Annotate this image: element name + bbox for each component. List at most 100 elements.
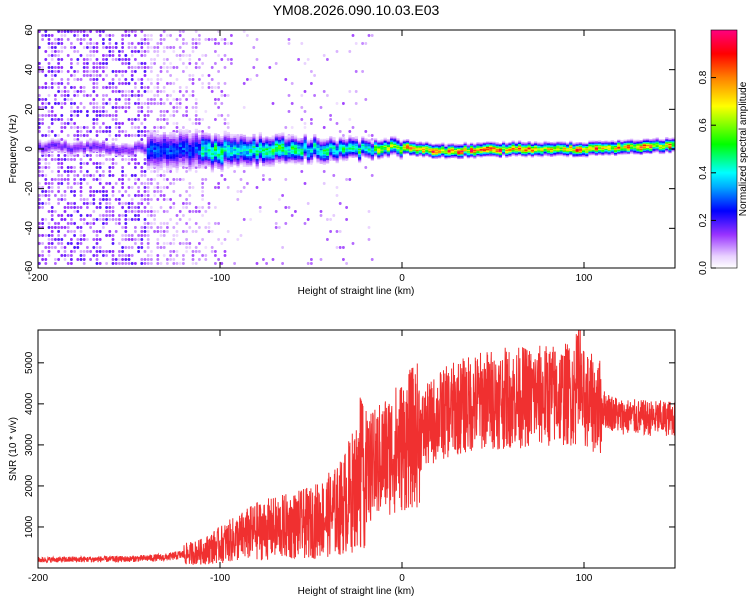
spectrogram-ridge-cell xyxy=(255,167,259,170)
spectrogram-noise-cell xyxy=(290,214,294,217)
spectrogram-ridge-cell xyxy=(425,146,429,148)
spectrogram-ridge-cell xyxy=(518,145,522,147)
spectrogram-ridge-cell xyxy=(447,152,451,154)
spectrogram-ridge-cell xyxy=(313,139,317,142)
spectrogram-noise-cell xyxy=(76,126,80,129)
spectrogram-noise-cell xyxy=(95,42,99,45)
spectrogram-noise-cell xyxy=(124,234,128,237)
spectrogram-ridge-cell xyxy=(274,133,278,136)
spectrogram-noise-cell xyxy=(60,34,64,37)
spectrogram-ridge-cell xyxy=(396,144,400,146)
spectrogram-ridge-cell xyxy=(162,160,166,164)
spectrogram-ridge-cell xyxy=(172,156,176,159)
spectrogram-noise-cell xyxy=(159,110,163,113)
spectrogram-noise-cell xyxy=(73,46,76,49)
spectrogram-noise-cell xyxy=(60,182,64,185)
spectrogram-noise-cell xyxy=(121,254,124,257)
spectrogram-noise-cell xyxy=(92,62,96,65)
spectrogram-ridge-cell xyxy=(498,144,502,146)
spectrogram-ridge-cell xyxy=(594,145,598,147)
spectrogram-noise-cell xyxy=(50,226,54,229)
spectrogram-ridge-cell xyxy=(316,147,320,150)
spectrogram-ridge-cell xyxy=(562,149,566,151)
spectrogram-ridge-cell xyxy=(409,149,413,151)
spectrogram-ridge-cell xyxy=(460,155,464,157)
spectrogram-noise-cell xyxy=(127,34,131,37)
spectrogram-ridge-cell xyxy=(162,143,166,146)
spectrogram-ridge-cell xyxy=(626,147,630,149)
spectrogram-ridge-cell xyxy=(345,156,349,158)
spectrogram-noise-cell xyxy=(146,262,150,265)
spectrogram-ridge-cell xyxy=(313,155,317,157)
spectrogram-noise-cell xyxy=(111,34,115,37)
spectrogram-noise-cell xyxy=(38,242,41,245)
spectrogram-noise-cell xyxy=(166,170,169,173)
spectrogram-ridge-cell xyxy=(258,133,262,136)
spectrogram-noise-cell xyxy=(127,202,131,205)
spectrogram-noise-cell xyxy=(191,258,195,261)
spectrogram-ridge-cell xyxy=(530,143,534,145)
spectrogram-noise-cell xyxy=(143,42,147,45)
spectrogram-ridge-cell xyxy=(566,153,570,155)
spectrogram-ridge-cell xyxy=(242,138,246,141)
spectrogram-ridge-cell xyxy=(146,132,150,135)
spectrogram-ridge-cell xyxy=(591,145,595,147)
spectrogram-noise-cell xyxy=(153,230,156,233)
spectrogram-ridge-cell xyxy=(239,151,243,154)
spectrogram-noise-cell xyxy=(111,190,115,193)
spectrogram-noise-cell xyxy=(79,258,83,261)
spectrogram-noise-cell xyxy=(66,30,70,33)
spectrogram-ridge-cell xyxy=(108,148,112,150)
spectrogram-noise-cell xyxy=(60,90,64,93)
spectrogram-noise-cell xyxy=(198,130,201,133)
spectrogram-ridge-cell xyxy=(166,161,170,164)
spectrogram-noise-cell xyxy=(114,122,118,125)
spectrogram-ridge-cell xyxy=(572,153,576,155)
spectrogram-ridge-cell xyxy=(441,144,445,146)
spectrogram-ridge-cell xyxy=(594,154,598,156)
spectrogram-ridge-cell xyxy=(188,133,192,137)
spectrogram-noise-cell xyxy=(102,114,105,117)
spectrogram-ridge-cell xyxy=(150,160,154,164)
spectrogram-noise-cell xyxy=(89,102,92,105)
spectrogram-ridge-cell xyxy=(130,149,134,151)
spectrogram-ridge-cell xyxy=(489,149,493,151)
spectrogram-ridge-cell xyxy=(246,152,250,155)
spectrogram-ridge-cell xyxy=(102,144,106,146)
spectrogram-ridge-cell xyxy=(498,153,502,155)
spectrogram-ridge-cell xyxy=(284,156,288,158)
spectrogram-ridge-cell xyxy=(428,147,432,149)
spectrogram-ridge-cell xyxy=(502,143,506,145)
spectrogram-ridge-cell xyxy=(390,139,394,141)
spectrogram-noise-cell xyxy=(95,30,99,33)
spectrogram-ridge-cell xyxy=(191,142,195,145)
spectrogram-noise-cell xyxy=(143,70,147,73)
spectrogram-noise-cell xyxy=(342,246,345,249)
spectrogram-noise-cell xyxy=(140,94,144,97)
spectrogram-ridge-cell xyxy=(364,150,368,153)
spectrogram-noise-cell xyxy=(118,250,121,253)
spectrogram-ridge-cell xyxy=(329,136,333,138)
spectrogram-ridge-cell xyxy=(562,150,566,152)
spectrogram-ridge-cell xyxy=(578,155,582,157)
spectrogram-ridge-cell xyxy=(543,149,547,151)
spectrogram-ridge-cell xyxy=(217,164,221,168)
spectrogram-ridge-cell xyxy=(287,136,291,139)
spectrogram-ridge-cell xyxy=(623,150,627,152)
spectrogram-noise-cell xyxy=(137,234,140,237)
spectrogram-noise-cell xyxy=(143,50,147,53)
spectrogram-noise-cell xyxy=(70,218,73,221)
spectrogram-noise-cell xyxy=(121,174,124,177)
spectrogram-ridge-cell xyxy=(396,155,400,158)
spectrogram-noise-cell xyxy=(76,58,80,61)
spectrogram-noise-cell xyxy=(54,46,57,49)
spectrogram-ridge-cell xyxy=(284,143,288,146)
spectrogram-ridge-cell xyxy=(345,145,349,147)
spectrogram-noise-cell xyxy=(86,42,89,45)
spectrogram-ridge-cell xyxy=(188,140,192,143)
spectrogram-ridge-cell xyxy=(63,146,67,148)
spectrogram-ridge-cell xyxy=(329,150,333,153)
spectrogram-ridge-cell xyxy=(175,167,179,171)
spectrogram-noise-cell xyxy=(66,178,70,181)
spectrogram-noise-cell xyxy=(60,58,64,61)
